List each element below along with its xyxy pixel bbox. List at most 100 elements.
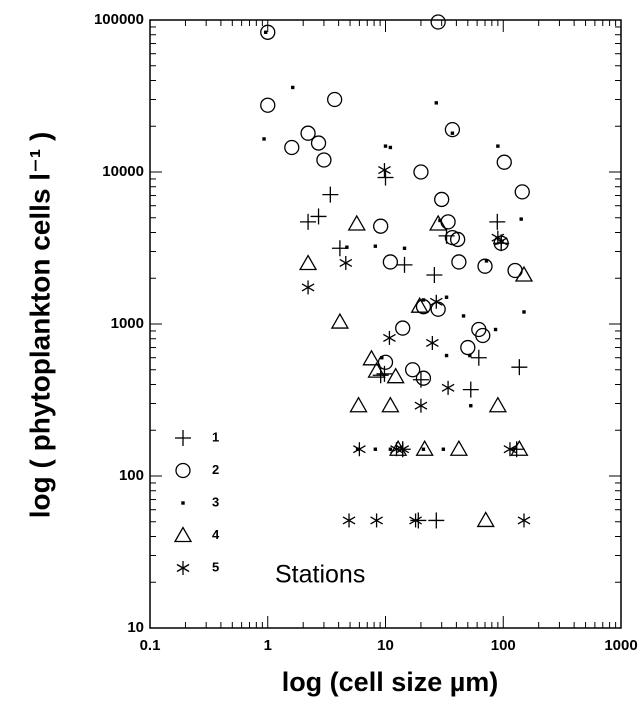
y-tick-label: 100000 [94, 11, 144, 28]
marker-part [444, 121, 461, 138]
marker-part [367, 361, 386, 378]
marker-part [413, 164, 429, 180]
marker-part [390, 445, 403, 454]
marker-part [444, 295, 449, 299]
point [413, 164, 429, 180]
point [469, 404, 473, 408]
y-tick-label: 10000 [102, 163, 144, 180]
marker-part [370, 516, 383, 525]
legend-marker [175, 430, 191, 446]
marker-part [522, 310, 526, 314]
x-tick-label: 1000 [604, 637, 637, 654]
point [462, 381, 479, 398]
point [300, 213, 317, 230]
point [322, 186, 339, 203]
point [488, 396, 507, 413]
marker-part [301, 283, 315, 292]
marker-part [421, 447, 426, 451]
point [429, 294, 443, 309]
point [347, 214, 366, 231]
point [355, 447, 360, 451]
marker-part [496, 154, 512, 170]
marker-part [429, 297, 443, 306]
legend-marker [181, 501, 185, 505]
point [386, 367, 405, 384]
marker-part [450, 131, 455, 135]
point [381, 396, 400, 413]
point [450, 131, 455, 135]
point [370, 513, 383, 528]
marker-part [310, 135, 327, 151]
marker-part [444, 353, 449, 358]
marker-part [415, 439, 434, 456]
marker-part [415, 370, 432, 386]
x-tick-label: 1 [264, 637, 272, 654]
marker-part [262, 137, 266, 141]
marker-part [388, 447, 393, 451]
point [339, 255, 353, 270]
marker-part [438, 218, 442, 223]
marker-part [300, 125, 316, 141]
marker-part [316, 152, 332, 168]
marker-part [461, 314, 466, 318]
point [441, 447, 446, 451]
marker-part [263, 30, 268, 35]
marker-part [450, 231, 466, 248]
point [514, 265, 534, 282]
legend-label: 2 [212, 462, 219, 477]
point [383, 144, 388, 148]
point [507, 262, 523, 279]
x-axis-label: log (cell size µm) [282, 667, 499, 697]
point [396, 442, 410, 457]
point [373, 218, 389, 234]
point [444, 121, 461, 138]
point [402, 246, 407, 250]
legend-label: 3 [212, 494, 219, 509]
y-tick-label: 10 [127, 619, 144, 636]
point [451, 254, 467, 270]
point [421, 298, 426, 302]
marker-part [396, 445, 410, 454]
marker-part [460, 339, 476, 356]
point [429, 214, 448, 231]
marker-part [410, 296, 429, 313]
marker-part [342, 516, 356, 525]
marker-part [339, 258, 353, 268]
point [395, 320, 411, 336]
marker-part [381, 396, 400, 413]
marker-part [291, 85, 295, 90]
marker-part [440, 214, 456, 230]
point [517, 513, 531, 528]
marker-part [347, 214, 366, 231]
legend-marker [173, 526, 193, 543]
point [263, 30, 268, 35]
point [367, 361, 386, 378]
marker-part [494, 237, 508, 246]
marker-part [378, 165, 391, 175]
point [382, 254, 399, 270]
marker-part [382, 254, 399, 270]
point [284, 139, 300, 156]
marker-part [507, 262, 523, 279]
point [496, 144, 500, 148]
point [390, 442, 403, 457]
marker-part [373, 447, 378, 451]
marker-part [475, 327, 491, 344]
y-tick-label: 100 [119, 467, 144, 484]
marker-part [352, 445, 366, 454]
marker-part [409, 516, 422, 525]
marker-part [404, 362, 421, 378]
point [434, 191, 450, 208]
marker-part [477, 258, 493, 274]
point [260, 97, 276, 113]
marker-part [355, 447, 360, 451]
point [349, 396, 368, 413]
point [441, 380, 455, 395]
marker-part [493, 327, 498, 332]
point [414, 398, 428, 413]
point [404, 362, 421, 378]
point [378, 163, 391, 178]
point [373, 244, 378, 248]
point [298, 254, 318, 271]
